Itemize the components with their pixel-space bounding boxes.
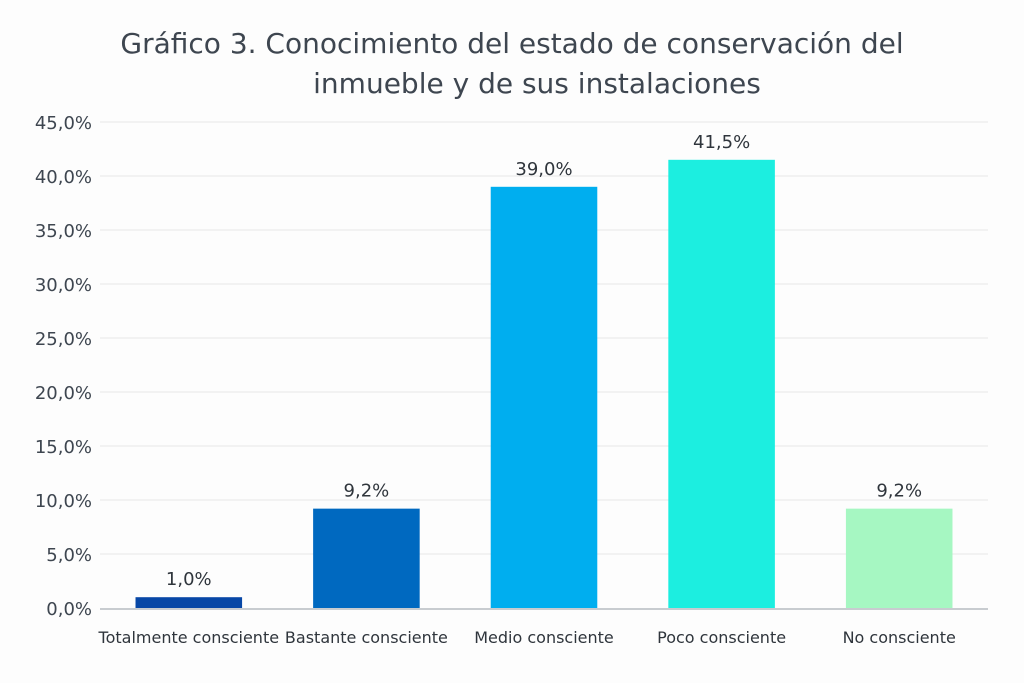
chart-title-line-1: Gráfico 3. Conocimiento del estado de co… — [120, 27, 904, 60]
y-tick-label: 5,0% — [46, 545, 92, 566]
y-tick-label: 40,0% — [35, 167, 92, 188]
x-category-label: Bastante consciente — [285, 628, 448, 647]
x-category-label: No consciente — [843, 628, 956, 647]
data-label: 9,2% — [876, 481, 922, 502]
bar-totalmente-consciente — [135, 597, 243, 608]
y-tick-label: 15,0% — [35, 437, 92, 458]
category-labels: Totalmente consciente Bastante consciente… — [98, 628, 956, 647]
y-tick-label: 25,0% — [35, 329, 92, 350]
data-label: 9,2% — [344, 481, 390, 502]
bars — [135, 159, 953, 609]
x-category-label: Poco consciente — [657, 628, 786, 647]
bar-bastante-consciente — [313, 508, 420, 608]
y-tick-label: 30,0% — [35, 275, 92, 296]
y-tick-label: 45,0% — [35, 113, 92, 134]
data-label: 1,0% — [166, 569, 212, 590]
y-tick-label: 10,0% — [35, 491, 92, 512]
y-axis-ticks: 0,0% 5,0% 10,0% 15,0% 20,0% 25,0% 30,0% 35,0% 40… — [35, 113, 92, 620]
y-tick-label: 35,0% — [35, 221, 92, 242]
bar-no-consciente — [845, 508, 953, 608]
x-category-label: Medio consciente — [474, 628, 614, 647]
x-category-label: Totalmente consciente — [98, 628, 280, 647]
chart-title-line-2: inmueble y de sus instalaciones — [313, 67, 761, 100]
chart-title: Gráfico 3. Conocimiento del estado de co… — [0, 24, 1024, 104]
bar-poco-consciente — [668, 159, 775, 609]
y-tick-label: 20,0% — [35, 383, 92, 404]
bar-medio-consciente — [490, 186, 598, 609]
data-label: 39,0% — [515, 159, 572, 180]
data-labels: 1,0% 9,2% 39,0% 41,5% 9,2% — [166, 132, 922, 590]
y-tick-label: 0,0% — [46, 599, 92, 620]
data-label: 41,5% — [693, 132, 750, 153]
